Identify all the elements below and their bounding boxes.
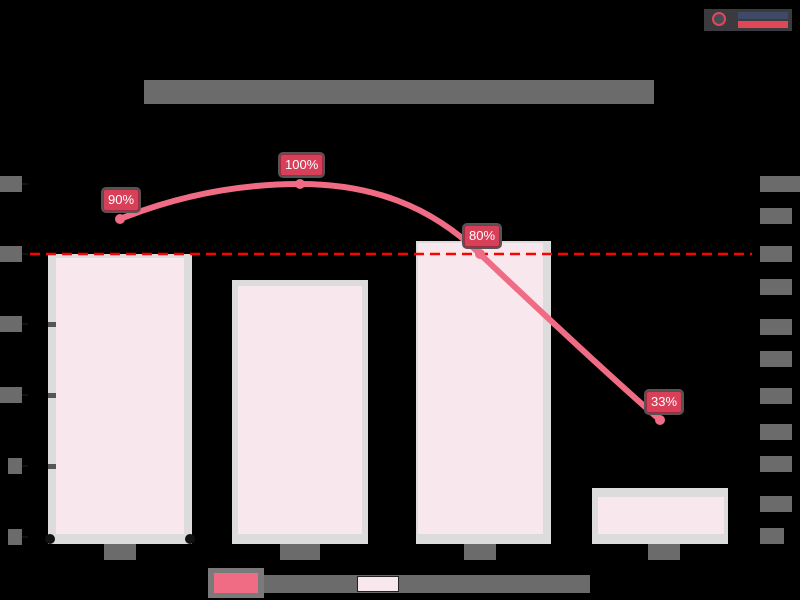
right-axis-tick-label: 0% [760, 528, 784, 544]
legend-label-line: Line series [264, 575, 356, 593]
right-axis-tick-label: 10% [760, 496, 792, 512]
bar-series [48, 241, 728, 544]
brand-logo [704, 9, 792, 31]
right-axis-tick-label: 70% [760, 279, 792, 295]
x-axis-category-label: Cat 3 [464, 544, 496, 560]
data-label: 80% [464, 225, 501, 247]
chart-title: Redacted chart title [144, 80, 654, 104]
right-axis-tick-label: 90% [760, 208, 792, 224]
right-axis-tick-label: 60% [760, 319, 792, 335]
right-axis-tick-label: 100% [760, 176, 800, 192]
data-label: 90% [103, 189, 140, 211]
x-axis-category-label: Cat 4 [648, 544, 680, 560]
data-label: 100% [280, 154, 324, 176]
left-axis-tick-label: 25 [0, 176, 22, 192]
left-axis-tick-label: 0 [8, 529, 22, 545]
legend-label-bar: Bar series [402, 575, 590, 593]
bar-2 [232, 280, 368, 544]
logo-text-bottom [738, 21, 788, 28]
bar-1 [48, 254, 192, 544]
left-axis-tick-label: 20 [0, 246, 22, 262]
right-axis-tick-label: 80% [760, 246, 792, 262]
left-axis-ticks [20, 183, 28, 538]
left-axis-bar-ticks [45, 322, 195, 544]
data-label: 33% [646, 391, 683, 413]
line-series [117, 180, 663, 423]
x-axis-category-label: Cat 2 [280, 544, 320, 560]
right-axis-tick-label: 30% [760, 424, 792, 440]
left-axis-tick-label: 10 [0, 387, 22, 403]
legend-swatch-line [208, 568, 264, 598]
legend-swatch-bar [356, 575, 402, 593]
logo-text-top [738, 12, 788, 19]
right-axis-tick-label: 20% [760, 456, 792, 472]
right-axis-tick-label: 50% [760, 351, 792, 367]
bar-4 [592, 488, 728, 544]
logo-icon [712, 12, 726, 26]
bar-3 [416, 241, 551, 544]
x-axis-category-label: Cat 1 [104, 544, 136, 560]
left-axis-tick-label: 5 [8, 458, 22, 474]
left-axis-tick-label: 15 [0, 316, 22, 332]
line-markers [115, 179, 665, 425]
right-axis-tick-label: 40% [760, 388, 792, 404]
